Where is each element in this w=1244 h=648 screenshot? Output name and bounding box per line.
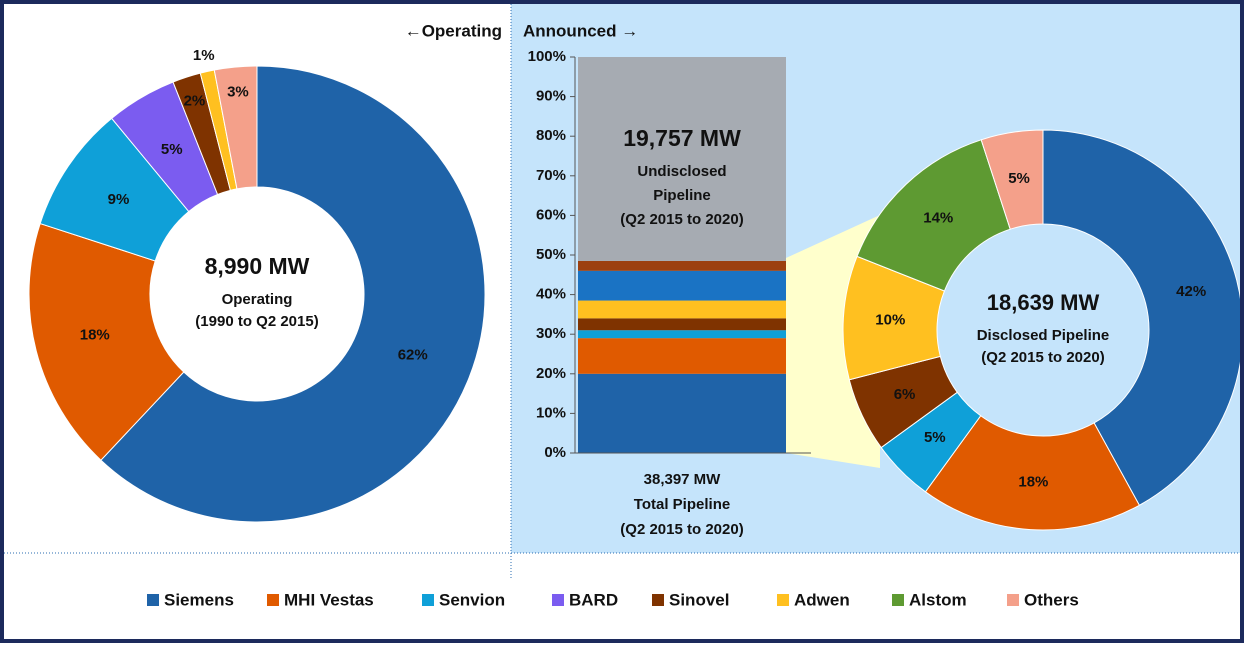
data-label: 5% xyxy=(1008,170,1030,187)
bar-segment xyxy=(578,330,786,339)
annotation: Pipeline xyxy=(653,187,711,204)
legend-swatch xyxy=(892,594,904,606)
legend-label: MHI Vestas xyxy=(284,590,374,609)
bar-segment xyxy=(578,373,786,453)
legend-label: Siemens xyxy=(164,590,234,609)
data-label: 5% xyxy=(161,141,183,158)
annotation: (Q2 2015 to 2020) xyxy=(620,211,743,228)
data-label: 3% xyxy=(227,83,249,100)
legend-swatch xyxy=(777,594,789,606)
bar-segment xyxy=(578,260,786,271)
data-label: 1% xyxy=(193,47,215,64)
bar-segment xyxy=(578,338,786,374)
bar-title: 38,397 MW xyxy=(644,471,722,488)
donut-slice xyxy=(924,415,1141,531)
y-tick-label: 70% xyxy=(536,167,566,184)
center-subtitle: Disclosed Pipeline xyxy=(977,327,1110,344)
operating-label: ←Operating xyxy=(405,21,502,40)
bar-segment xyxy=(578,270,786,301)
legend-swatch xyxy=(552,594,564,606)
bar-subtitle: Total Pipeline xyxy=(634,496,730,513)
data-label: 14% xyxy=(923,209,953,226)
legend-label: BARD xyxy=(569,590,618,609)
center-subtitle: (Q2 2015 to 2020) xyxy=(981,349,1104,366)
y-tick-label: 40% xyxy=(536,286,566,303)
legend-swatch xyxy=(652,594,664,606)
legend-label: Adwen xyxy=(794,590,850,609)
legend-swatch xyxy=(267,594,279,606)
bar-segment xyxy=(578,57,786,261)
legend-label: Others xyxy=(1024,590,1079,609)
bar-segment xyxy=(578,318,786,331)
annotation: 19,757 MW xyxy=(623,125,741,151)
center-title: 8,990 MW xyxy=(205,253,310,279)
donut-slice xyxy=(1042,129,1244,506)
bar-subtitle: (Q2 2015 to 2020) xyxy=(620,521,743,538)
center-subtitle: (1990 to Q2 2015) xyxy=(195,313,318,330)
center-title: 18,639 MW xyxy=(987,290,1100,315)
data-label: 5% xyxy=(924,429,946,446)
data-label: 62% xyxy=(398,347,428,364)
y-tick-label: 30% xyxy=(536,325,566,342)
y-tick-label: 10% xyxy=(536,404,566,421)
donut-slice xyxy=(980,129,1044,230)
bar-segment xyxy=(578,300,786,319)
donut-slice xyxy=(28,222,185,461)
center-subtitle: Operating xyxy=(222,291,293,308)
y-tick-label: 100% xyxy=(528,48,566,65)
donut-slice xyxy=(100,65,486,523)
data-label: 10% xyxy=(875,311,905,328)
legend-swatch xyxy=(147,594,159,606)
data-label: 42% xyxy=(1176,283,1206,300)
data-label: 2% xyxy=(184,92,206,109)
y-tick-label: 50% xyxy=(536,246,566,263)
y-tick-label: 90% xyxy=(536,88,566,105)
y-tick-label: 60% xyxy=(536,206,566,223)
annotation: Undisclosed xyxy=(637,163,726,180)
y-tick-label: 20% xyxy=(536,365,566,382)
legend-swatch xyxy=(1007,594,1019,606)
y-tick-label: 0% xyxy=(544,444,566,461)
data-label: 9% xyxy=(108,191,130,208)
legend-label: Alstom xyxy=(909,590,967,609)
data-label: 18% xyxy=(80,327,110,344)
data-label: 6% xyxy=(894,386,916,403)
donut-slice xyxy=(213,65,258,190)
legend-label: Senvion xyxy=(439,590,505,609)
legend-swatch xyxy=(422,594,434,606)
announced-label: Announced → xyxy=(523,21,638,40)
data-label: 18% xyxy=(1018,474,1048,491)
y-tick-label: 80% xyxy=(536,127,566,144)
legend-label: Sinovel xyxy=(669,590,729,609)
